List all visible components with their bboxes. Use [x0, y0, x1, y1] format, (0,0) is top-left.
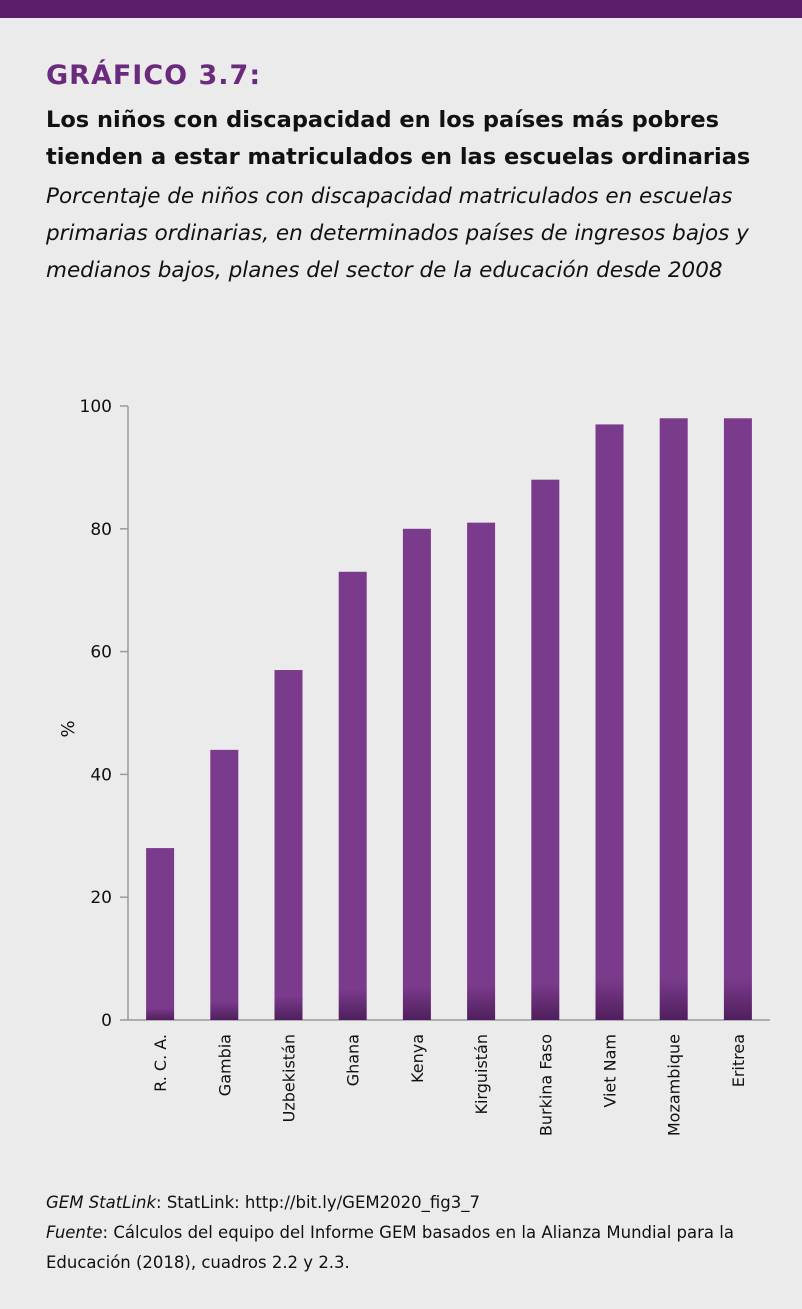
bar-8: [659, 418, 688, 1020]
bar-1: [210, 749, 239, 1020]
statlink-text: : StatLink: http://bit.ly/GEM2020_fig3_7: [156, 1193, 480, 1212]
labels: 0 20 40 60 80 100% R. C. A. Gambia Uzbekistán Gha…: [58, 397, 748, 1136]
x-tick-label: Viet Nam: [601, 1034, 620, 1108]
bar-5: [467, 522, 496, 1020]
bars: [146, 418, 752, 1020]
bar-0: [146, 848, 175, 1020]
y-tick-label: 80: [90, 520, 112, 540]
x-tick-label: Kirguistán: [472, 1034, 491, 1115]
bar-9: [723, 418, 752, 1020]
bar-chart: 0 20 40 60 80 100% R. C. A. Gambia Uzbekistán Gha…: [58, 397, 770, 1136]
x-tick-label: Kenya: [408, 1034, 427, 1083]
footer: GEM StatLink: StatLink: http://bit.ly/GE…: [46, 1188, 786, 1278]
statlink-label: GEM StatLink: [46, 1193, 157, 1212]
x-tick-label: Uzbekistán: [280, 1034, 299, 1122]
source-line: Fuente: Cálculos del equipo del Informe …: [46, 1218, 786, 1278]
source-label: Fuente: [46, 1223, 103, 1242]
bar-3: [338, 571, 367, 1020]
figure-subtitle: Porcentaje de niños con discapacidad mat…: [46, 184, 749, 283]
figure-title: Los niños con discapacidad en los países…: [46, 107, 751, 170]
source-text: : Cálculos del equipo del Informe GEM ba…: [46, 1223, 734, 1272]
y-tick-label: 0: [101, 1011, 112, 1031]
y-tick-label: 20: [90, 888, 112, 908]
bar-2: [274, 670, 303, 1020]
y-tick-label: 40: [90, 765, 112, 785]
y-axis-label: %: [58, 720, 79, 737]
bar-4: [402, 528, 431, 1020]
x-tick-label: R. C. A.: [151, 1034, 170, 1092]
y-tick-label: 60: [90, 643, 112, 663]
x-tick-label: Eritrea: [729, 1034, 748, 1087]
x-tick-label: Burkina Faso: [536, 1034, 555, 1136]
figure-label: GRÁFICO 3.7:: [46, 60, 262, 91]
x-tick-label: Gambia: [215, 1034, 234, 1096]
bar-6: [531, 479, 560, 1020]
x-tick-label: Mozambique: [665, 1034, 684, 1136]
top-accent-bar: [0, 0, 802, 18]
bar-7: [595, 424, 624, 1020]
y-tick-label: 100: [80, 397, 112, 417]
x-tick-label: Ghana: [344, 1034, 363, 1086]
statlink-line: GEM StatLink: StatLink: http://bit.ly/GE…: [46, 1188, 786, 1218]
